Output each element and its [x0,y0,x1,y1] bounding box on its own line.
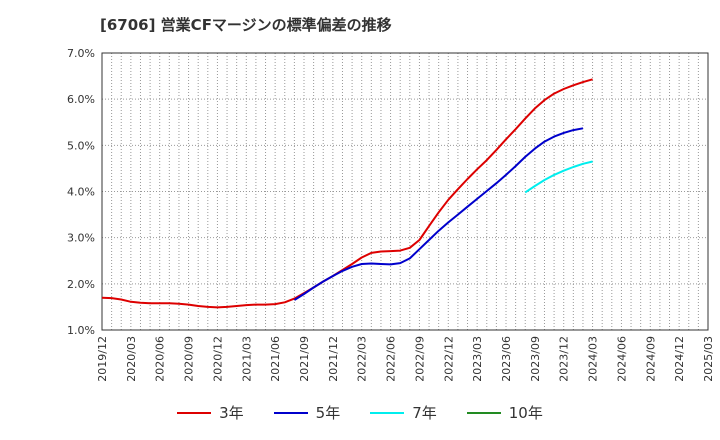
series-line [101,78,593,309]
y-tick-label: 6.0% [67,93,95,106]
legend-label-5y: 5年 [315,404,341,422]
x-tick-label: 2023/09 [529,336,542,382]
y-tick-label: 4.0% [67,186,95,199]
legend-label-10y: 10年 [508,404,543,422]
legend-swatch-7y [370,411,405,414]
x-tick-label: 2024/09 [644,336,657,382]
x-tick-label: 2020/12 [211,336,224,382]
legend-label-7y: 7年 [412,404,437,422]
legend-swatch-10y [466,411,501,414]
y-tick-label: 2.0% [67,278,95,291]
legend-swatch-3y [177,411,212,414]
x-tick-label: 2024/12 [673,336,686,382]
x-tick-label: 2022/06 [385,336,398,382]
legend-item-7y: 7年 [370,402,437,423]
x-tick-label: 2024/03 [587,336,600,382]
y-tick-label: 7.0% [67,47,95,60]
x-tick-label: 2019/12 [96,336,109,382]
x-tick-label: 2021/03 [240,336,253,382]
series-line [293,127,584,301]
chart-legend: 3年 5年 7年 10年 [0,402,720,423]
x-tick-label: 2022/03 [356,336,369,382]
y-tick-label: 5.0% [67,139,95,152]
legend-item-10y: 10年 [466,402,543,423]
chart-title: [6706] 営業CFマージンの標準偏差の推移 [100,16,392,34]
x-tick-label: 2022/12 [442,336,455,382]
plot-area [101,52,709,331]
y-tick-label: 3.0% [67,232,95,245]
legend-item-5y: 5年 [273,402,341,423]
x-tick-label: 2023/06 [500,336,513,382]
line-chart: 1.0% 2.0% 3.0% 4.0% 5.0% 6.0% 7.0% 2019/12 2020/… [67,47,715,382]
x-tick-label: 2020/03 [125,336,138,382]
x-tick-label: 2024/06 [615,336,628,382]
x-tick-label: 2025/03 [702,336,715,382]
x-tick-label: 2022/09 [413,336,426,382]
x-tick-label: 2021/09 [298,336,311,382]
x-tick-label: 2021/06 [269,336,282,382]
x-tick-label: 2021/12 [327,336,340,382]
x-tick-label: 2020/09 [183,336,196,382]
legend-item-3y: 3年 [177,402,244,423]
x-tick-label: 2023/03 [471,336,484,382]
series-line [524,160,593,194]
legend-label-3y: 3年 [219,404,244,422]
y-tick-label: 1.0% [67,324,95,337]
x-tick-label: 2020/06 [154,336,167,382]
legend-swatch-5y [273,411,308,414]
x-tick-label: 2023/12 [558,336,571,382]
